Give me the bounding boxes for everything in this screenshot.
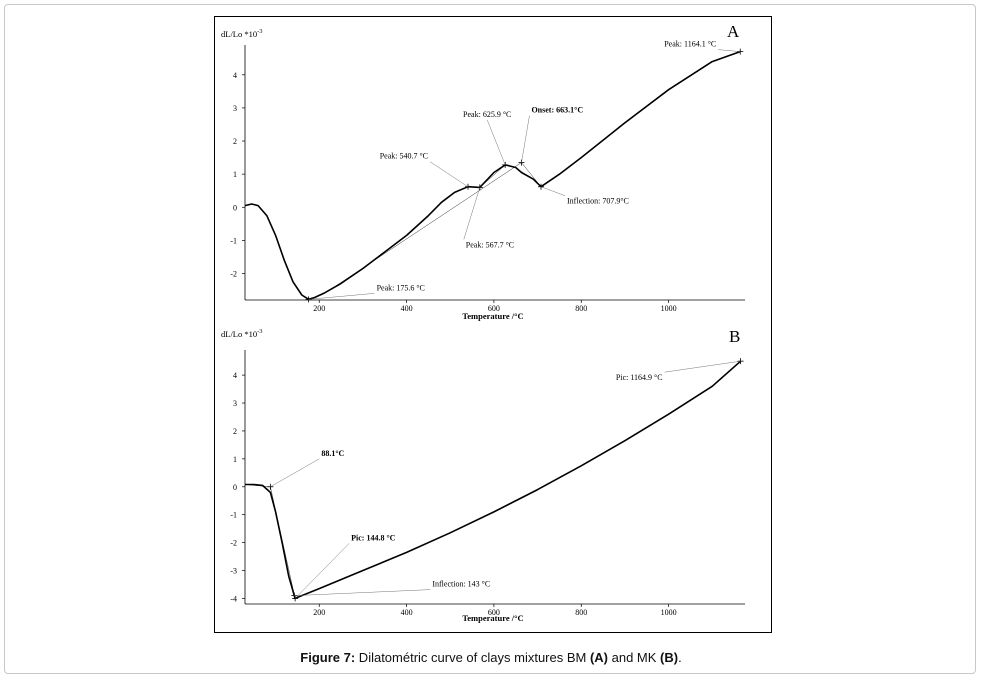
y-tick-label: 2 — [233, 137, 237, 146]
chart-panel-b: dL/Lo *10-3 B Temperature /°C -4 -3 -2 -1 0 1… — [221, 327, 745, 623]
y-tick-label: -4 — [230, 594, 237, 603]
annotation-leader — [521, 115, 530, 163]
x-tick-label: 200 — [313, 608, 325, 617]
y-tick-label: -3 — [230, 567, 237, 576]
annotation-label: Pic: 1164.9 °C — [616, 373, 663, 382]
annotation-label: Peak: 175.6 °C — [377, 283, 425, 292]
panel-label-b: B — [729, 327, 740, 346]
y-tick-label: 1 — [233, 455, 237, 464]
y-tick-label: 0 — [233, 203, 237, 212]
y-tick-label: 4 — [233, 371, 237, 380]
annotation-label: Peak: 567.7 °C — [466, 240, 514, 249]
annotation-label: Onset: 663.1°C — [531, 106, 583, 115]
annotation-leader — [463, 187, 481, 240]
x-tick-label: 800 — [575, 608, 587, 617]
annotation-leader — [294, 589, 431, 596]
x-tick-label: 600 — [488, 304, 500, 313]
ylabel-b: dL/Lo *10-3 — [221, 328, 263, 339]
caption-text-3: . — [678, 650, 682, 665]
annotation-leader — [718, 49, 741, 52]
xlabel-b: Temperature /°C — [462, 613, 523, 623]
figure-box: dL/Lo *10-3 A Temperature /°C -2 -1 0 1 2 3 4 2… — [214, 16, 772, 633]
x-tick-label: 800 — [575, 304, 587, 313]
ylabel-a: dL/Lo *10-3 — [221, 28, 263, 39]
y-tick-label: 2 — [233, 427, 237, 436]
caption-label-b: (B) — [660, 650, 679, 665]
annotation-leader — [664, 360, 741, 373]
chart-panel-a: dL/Lo *10-3 A Temperature /°C -2 -1 0 1 2 3 4 2… — [221, 22, 745, 321]
x-tick-label: 400 — [401, 608, 413, 617]
y-tick-label: -1 — [230, 236, 237, 245]
x-tick-label: 1000 — [661, 608, 677, 617]
x-tick-label: 1000 — [661, 304, 677, 313]
series-line — [245, 360, 742, 600]
caption-prefix: Figure 7: — [300, 650, 356, 665]
caption-label-a: (A) — [589, 650, 609, 665]
caption-text-2: and MK — [608, 650, 661, 665]
annotation-leader — [540, 186, 566, 196]
series-line — [244, 50, 741, 301]
y-tick-label: -2 — [230, 270, 237, 279]
x-tick-label: 600 — [488, 608, 500, 617]
y-tick-label: -2 — [230, 539, 237, 548]
annotation-label: Peak: 540.7 °C — [380, 152, 428, 161]
annotation-leader — [308, 293, 375, 300]
annotation-label: Peak: 625.9 °C — [463, 110, 511, 119]
y-tick-label: 3 — [233, 399, 237, 408]
x-tick-label: 200 — [313, 304, 325, 313]
figure-frame — [4, 4, 976, 674]
figure-caption: Figure 7: Dilatométric curve of clays mi… — [0, 650, 982, 665]
annotation-leader — [487, 119, 506, 165]
annotation-label: Inflection: 707.9°C — [567, 197, 629, 206]
annotation-leader — [270, 458, 320, 487]
panel-label-a: A — [727, 22, 740, 41]
annotation-label: Pic: 144.8 °C — [351, 533, 396, 542]
annotation-label: Inflection: 143 °C — [432, 580, 490, 589]
y-tick-label: 3 — [233, 104, 237, 113]
dilatometric-figure: dL/Lo *10-3 A Temperature /°C -2 -1 0 1 2 3 4 2… — [221, 22, 745, 623]
annotation-label: 88.1°C — [321, 449, 344, 458]
annotation-label: Peak: 1164.1 °C — [664, 40, 716, 49]
y-tick-label: 1 — [233, 170, 237, 179]
y-tick-label: -1 — [230, 511, 237, 520]
xlabel-a: Temperature /°C — [462, 311, 523, 321]
x-tick-label: 400 — [401, 304, 413, 313]
caption-text-1: Dilatométric curve of clays mixtures BM — [355, 650, 590, 665]
y-tick-label: 4 — [233, 71, 237, 80]
y-tick-label: 0 — [233, 483, 237, 492]
annotation-leader — [429, 161, 469, 187]
annotation-leader — [294, 543, 350, 599]
